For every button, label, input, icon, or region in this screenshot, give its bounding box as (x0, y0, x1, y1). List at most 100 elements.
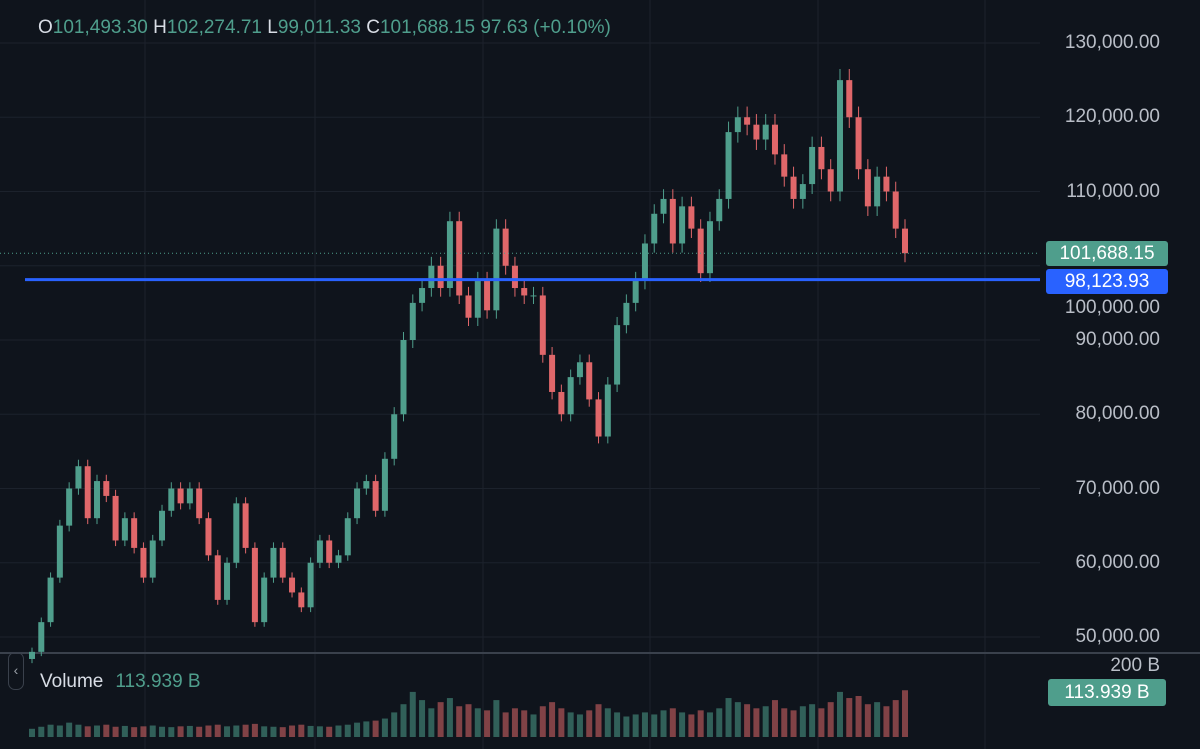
candle-body (372, 481, 379, 511)
volume-bar (827, 702, 834, 737)
candle-body (279, 547, 286, 578)
change-value: 97.63 (+0.10%) (480, 17, 611, 38)
candle-body (586, 362, 593, 400)
volume-bar (846, 698, 853, 737)
volume-bar (94, 725, 101, 737)
volume-bar (224, 726, 231, 737)
candle-body (289, 577, 296, 593)
candle-body (47, 577, 54, 623)
volume-bar (632, 714, 639, 737)
price-axis-label: 70,000.00 (1075, 477, 1160, 499)
candle-body (706, 221, 713, 274)
volume-bar (744, 704, 751, 737)
candle-body (604, 384, 611, 437)
candle-body (224, 562, 231, 600)
volume-bar (354, 722, 361, 737)
low-label: L (267, 17, 278, 38)
volume-bar (214, 724, 221, 737)
volume-bar (103, 724, 110, 737)
candle-body (131, 518, 138, 548)
candle-body (149, 540, 156, 578)
candle-body (84, 466, 91, 519)
volume-bar (558, 708, 565, 737)
price-axis-label: 110,000.00 (1066, 180, 1160, 202)
volume-legend: Volume 113.939 B (40, 671, 201, 693)
volume-bar (186, 725, 193, 737)
candle-body (56, 525, 63, 578)
high-label: H (153, 17, 167, 38)
price-axis-label: 130,000.00 (1064, 32, 1160, 53)
horizontal-line-tag[interactable]: 98,123.93 (1046, 269, 1168, 294)
volume-bar (502, 712, 509, 737)
volume-bar (549, 702, 556, 737)
candle-body (549, 354, 556, 392)
candle-body (511, 265, 518, 289)
volume-bar (530, 714, 537, 737)
candle-body (177, 488, 184, 504)
volume-bar (836, 691, 843, 737)
candle-body (660, 198, 667, 214)
volume-bar (818, 708, 825, 737)
candle-body (298, 592, 305, 608)
candle-body (836, 80, 843, 192)
candle-body (632, 280, 639, 303)
volume-bar (112, 726, 119, 737)
volume-bar (177, 726, 184, 737)
candle-body (827, 169, 834, 192)
volume-bar (753, 708, 760, 737)
candle-body (168, 488, 175, 511)
volume-bar (809, 704, 816, 737)
volume-bar (316, 726, 323, 737)
candle-body (576, 362, 583, 378)
candle-body (502, 228, 509, 266)
candle-body (140, 547, 147, 578)
candle-body (326, 540, 333, 563)
volume-bar (679, 712, 686, 737)
volume-bar (84, 726, 91, 737)
candle-body (409, 302, 416, 340)
volume-bar (623, 716, 630, 737)
candle-body (892, 191, 899, 229)
volume-bar (521, 710, 528, 737)
volume-bar (196, 726, 203, 737)
volume-bar (381, 718, 388, 737)
volume-bar (697, 710, 704, 737)
volume-bar (539, 706, 546, 737)
candle-body (75, 466, 82, 489)
candle-body (688, 206, 695, 229)
candle-body (771, 124, 778, 155)
volume-bar (660, 710, 667, 737)
volume-bar (409, 691, 416, 737)
candle-body (29, 651, 35, 659)
candle-body (493, 228, 500, 311)
volume-bar (781, 708, 788, 737)
volume-bar (159, 726, 166, 737)
volume-bar (279, 727, 286, 737)
candle-body (251, 547, 258, 623)
candle-body (456, 221, 463, 296)
candle-body (391, 414, 398, 459)
candle-body (196, 488, 203, 519)
volume-bar (576, 714, 583, 737)
candle-body (103, 481, 110, 496)
candle-body (38, 622, 45, 652)
close-value: 101,688.15 (379, 17, 476, 38)
price-axis-label: 100,000.00 (1064, 297, 1160, 318)
volume-bar (326, 726, 333, 737)
volume-bar (140, 726, 147, 737)
last-price-tag: 101,688.15 (1046, 241, 1168, 266)
candle-body (558, 391, 565, 415)
volume-bar (456, 706, 463, 737)
candle-body (874, 176, 881, 207)
volume-bar (641, 712, 648, 737)
price-axis-label: 50,000.00 (1075, 626, 1160, 647)
volume-bar (669, 708, 676, 737)
volume-value: 113.939 B (115, 671, 201, 692)
candle-body (121, 518, 128, 541)
volume-bar (400, 704, 407, 737)
candle-body (641, 243, 648, 281)
candle-body (474, 280, 481, 318)
collapse-panel-button[interactable]: ‹ (8, 652, 24, 690)
volume-bar (725, 698, 732, 737)
